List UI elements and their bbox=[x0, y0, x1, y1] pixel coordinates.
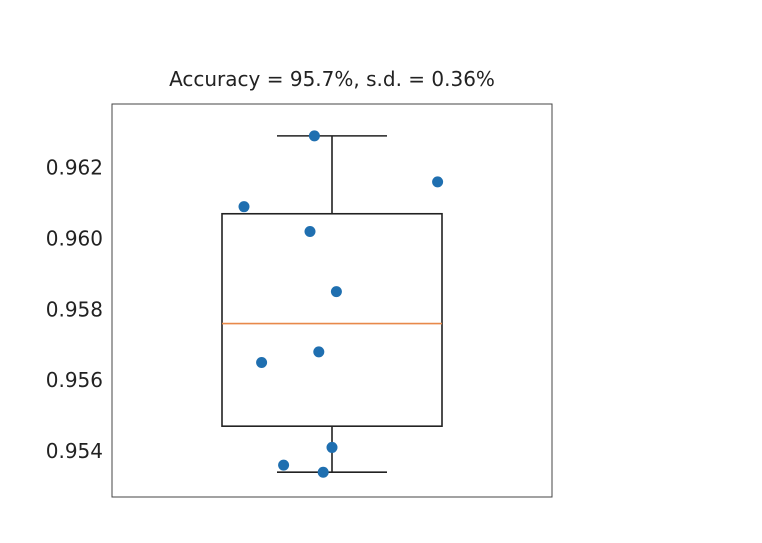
y-tick-label: 0.958 bbox=[46, 297, 103, 321]
y-tick-label: 0.956 bbox=[46, 368, 103, 392]
data-point bbox=[317, 466, 329, 478]
data-point bbox=[308, 130, 320, 142]
y-tick-label: 0.954 bbox=[46, 439, 103, 463]
y-tick-label: 0.962 bbox=[46, 156, 103, 180]
data-point bbox=[313, 346, 325, 358]
y-axis-ticks: 0.954 0.956 0.958 0.960 0.962 bbox=[46, 156, 103, 463]
plot-frame bbox=[111, 103, 553, 498]
interquartile-box bbox=[221, 212, 443, 427]
data-point bbox=[256, 356, 268, 368]
data-point bbox=[326, 441, 338, 453]
y-tick-label: 0.960 bbox=[46, 227, 103, 251]
box-plot bbox=[221, 135, 443, 474]
data-point bbox=[278, 459, 290, 471]
chart-title: Accuracy = 95.7%, s.d. = 0.36% bbox=[169, 67, 495, 91]
data-point bbox=[304, 225, 316, 237]
data-point bbox=[238, 201, 250, 213]
data-point bbox=[330, 286, 342, 298]
plot-area-border bbox=[111, 103, 553, 498]
data-points bbox=[238, 130, 444, 478]
data-point bbox=[432, 176, 444, 188]
